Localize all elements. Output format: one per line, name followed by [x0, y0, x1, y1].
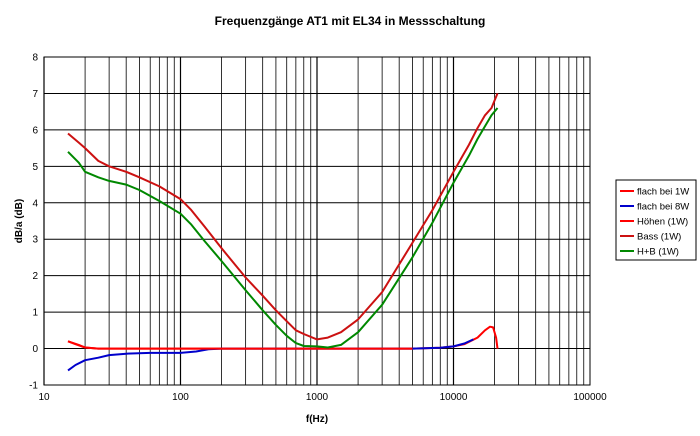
- legend-entry: flach bei 1W: [637, 187, 689, 198]
- x-tick-label: 10000: [440, 392, 468, 403]
- y-tick-label: 1: [32, 308, 38, 319]
- series-line: [67, 325, 499, 350]
- series-line: [67, 338, 474, 372]
- y-tick-label: -1: [29, 381, 38, 392]
- y-tick-label: 5: [32, 162, 38, 173]
- legend-entry: Bass (1W): [637, 232, 681, 243]
- legend-entry: Höhen (1W): [637, 217, 688, 228]
- x-tick-label: 1000: [306, 392, 329, 403]
- x-tick-label: 100000: [573, 392, 607, 403]
- series-line: [67, 107, 499, 349]
- y-axis-label: dB/a (dB): [14, 199, 25, 243]
- grid: [43, 56, 590, 386]
- x-tick-label: 100: [172, 392, 189, 403]
- legend: flach bei 1W flach bei 8W Höhen (1W) Bass (…: [615, 179, 697, 261]
- series-line: [67, 93, 499, 341]
- y-tick-label: 8: [32, 53, 38, 64]
- legend-entry: H+B (1W): [637, 247, 679, 258]
- x-axis-label: f(Hz): [306, 414, 328, 425]
- y-tick-label: 0: [32, 344, 38, 355]
- series-line: [67, 340, 413, 350]
- y-tick-label: 6: [32, 125, 38, 136]
- x-tick-label: 10: [38, 392, 50, 403]
- y-tick-label: 3: [32, 235, 38, 246]
- chart-title: Frequenzgänge AT1 mit EL34 in Messschalt…: [215, 14, 486, 28]
- tick-labels: 10 100 1000 10000 100000 -1 0 1 2 3 4 5 6 7 8: [29, 53, 607, 404]
- series-lines: [67, 93, 499, 372]
- plot-frame: [43, 56, 591, 386]
- y-tick-label: 4: [32, 198, 38, 209]
- legend-entry: flach bei 8W: [637, 202, 689, 213]
- y-tick-label: 2: [32, 271, 38, 282]
- y-tick-label: 7: [32, 89, 38, 100]
